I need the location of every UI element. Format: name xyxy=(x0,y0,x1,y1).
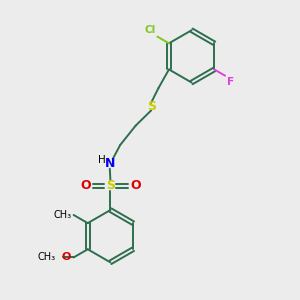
Text: CH₃: CH₃ xyxy=(53,210,71,220)
Text: O: O xyxy=(130,179,141,192)
Text: S: S xyxy=(147,100,156,113)
Text: CH₃: CH₃ xyxy=(38,252,56,262)
Text: Cl: Cl xyxy=(145,25,156,35)
Text: O: O xyxy=(62,252,71,262)
Text: H: H xyxy=(98,155,105,165)
Text: N: N xyxy=(105,157,115,170)
Text: F: F xyxy=(226,77,234,87)
Text: S: S xyxy=(106,179,115,192)
Text: O: O xyxy=(80,179,91,192)
